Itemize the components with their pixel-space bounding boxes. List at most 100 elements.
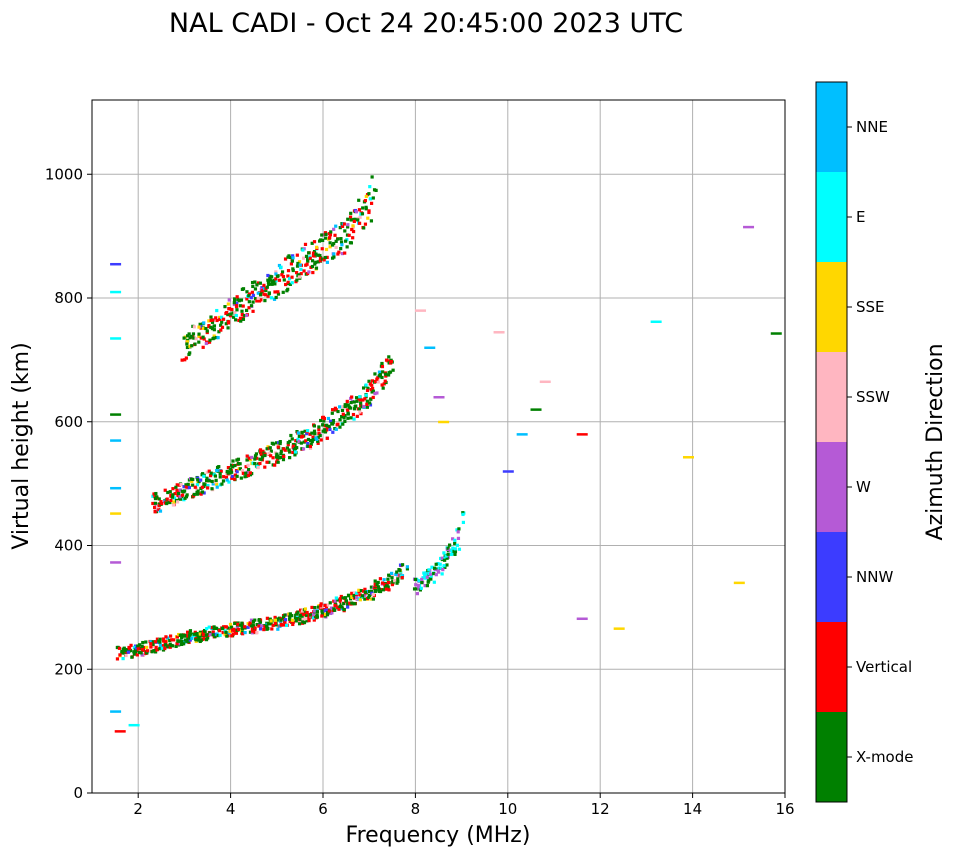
echo-mark (311, 437, 315, 442)
echo-mark (170, 638, 174, 642)
echo-mark (133, 648, 137, 652)
echo-mark (360, 405, 364, 409)
echo-mark (368, 197, 372, 201)
echo-mark (171, 493, 175, 497)
echo-mark (346, 416, 350, 420)
echo-mark (230, 307, 234, 312)
echo-marks (110, 175, 782, 733)
echo-mark (152, 492, 156, 496)
echo-mark (174, 485, 178, 489)
echo-mark (168, 638, 172, 643)
echo-mark (220, 315, 224, 319)
echo-mark (357, 597, 361, 601)
echo-mark (326, 416, 331, 421)
echo-mark (120, 649, 124, 654)
echo-mark (311, 253, 316, 258)
echo-mark (273, 618, 278, 622)
echo-mark (249, 618, 254, 622)
echo-mark (139, 651, 143, 655)
echo-mark (302, 611, 307, 615)
echo-mark (315, 437, 319, 441)
echo-mark (340, 243, 344, 247)
echo-mark (373, 589, 377, 593)
echo-mark (325, 603, 330, 607)
echo-mark (201, 345, 205, 349)
echo-mark (185, 639, 189, 643)
echo-mark (301, 256, 306, 260)
echo-mark (349, 416, 353, 420)
y-tick-label: 800 (54, 289, 83, 307)
echo-mark (149, 645, 153, 649)
colorbar-tick-label: E (856, 208, 865, 226)
echo-mark (247, 292, 252, 296)
echo-mark (226, 465, 231, 470)
echo-mark (440, 572, 444, 576)
echo-mark (428, 572, 433, 576)
echo-mark (281, 290, 285, 294)
echo-mark (274, 441, 279, 445)
echo-mark (215, 308, 219, 313)
echo-mark (233, 628, 237, 633)
echo-mark (733, 581, 745, 585)
echo-mark (334, 239, 338, 243)
x-tick-label: 14 (683, 800, 702, 818)
echo-mark (185, 342, 189, 346)
echo-mark (349, 241, 353, 245)
echo-mark (163, 488, 167, 492)
echo-mark (286, 443, 290, 447)
echo-mark (386, 373, 391, 377)
echo-mark (192, 336, 196, 340)
echo-mark (310, 439, 314, 444)
echo-mark (338, 604, 343, 608)
echo-mark (434, 562, 438, 566)
echo-mark (613, 627, 625, 630)
echo-mark (371, 389, 375, 393)
echo-mark (304, 616, 308, 621)
echo-mark (230, 474, 235, 478)
echo-mark (219, 469, 223, 473)
echo-mark (297, 622, 302, 626)
echo-mark (395, 581, 399, 585)
echo-mark (157, 503, 161, 508)
echo-mark (355, 414, 359, 418)
echo-mark (291, 620, 295, 624)
echo-mark (290, 618, 295, 622)
echo-mark (338, 425, 342, 429)
echo-mark (336, 409, 340, 414)
echo-mark (377, 587, 381, 591)
echo-mark (153, 501, 158, 505)
echo-mark (211, 318, 215, 322)
echo-mark (227, 298, 231, 302)
echo-mark (275, 274, 280, 278)
echo-mark (378, 577, 382, 581)
echo-mark (365, 388, 370, 393)
echo-mark (380, 364, 385, 369)
echo-mark (394, 572, 398, 577)
echo-mark (158, 640, 162, 645)
echo-mark (429, 577, 433, 581)
echo-mark (288, 450, 292, 454)
echo-mark (259, 298, 263, 302)
echo-mark (323, 255, 327, 260)
echo-mark (415, 587, 419, 591)
echo-mark (432, 571, 436, 576)
echo-mark (398, 563, 403, 567)
echo-mark (172, 500, 176, 504)
echo-mark (343, 229, 347, 233)
echo-mark (328, 427, 332, 432)
echo-mark (265, 627, 269, 631)
echo-mark (287, 448, 291, 452)
echo-mark (293, 453, 297, 457)
echo-mark (386, 577, 390, 581)
echo-mark (430, 565, 434, 569)
echo-mark (170, 495, 175, 499)
echo-mark (276, 627, 280, 631)
echo-mark (207, 319, 211, 323)
echo-mark (253, 454, 258, 458)
echo-mark (375, 391, 379, 395)
echo-mark (226, 626, 230, 630)
echo-mark (265, 285, 269, 289)
echo-mark (204, 479, 209, 483)
echo-mark (161, 644, 166, 648)
echo-mark (415, 592, 420, 596)
